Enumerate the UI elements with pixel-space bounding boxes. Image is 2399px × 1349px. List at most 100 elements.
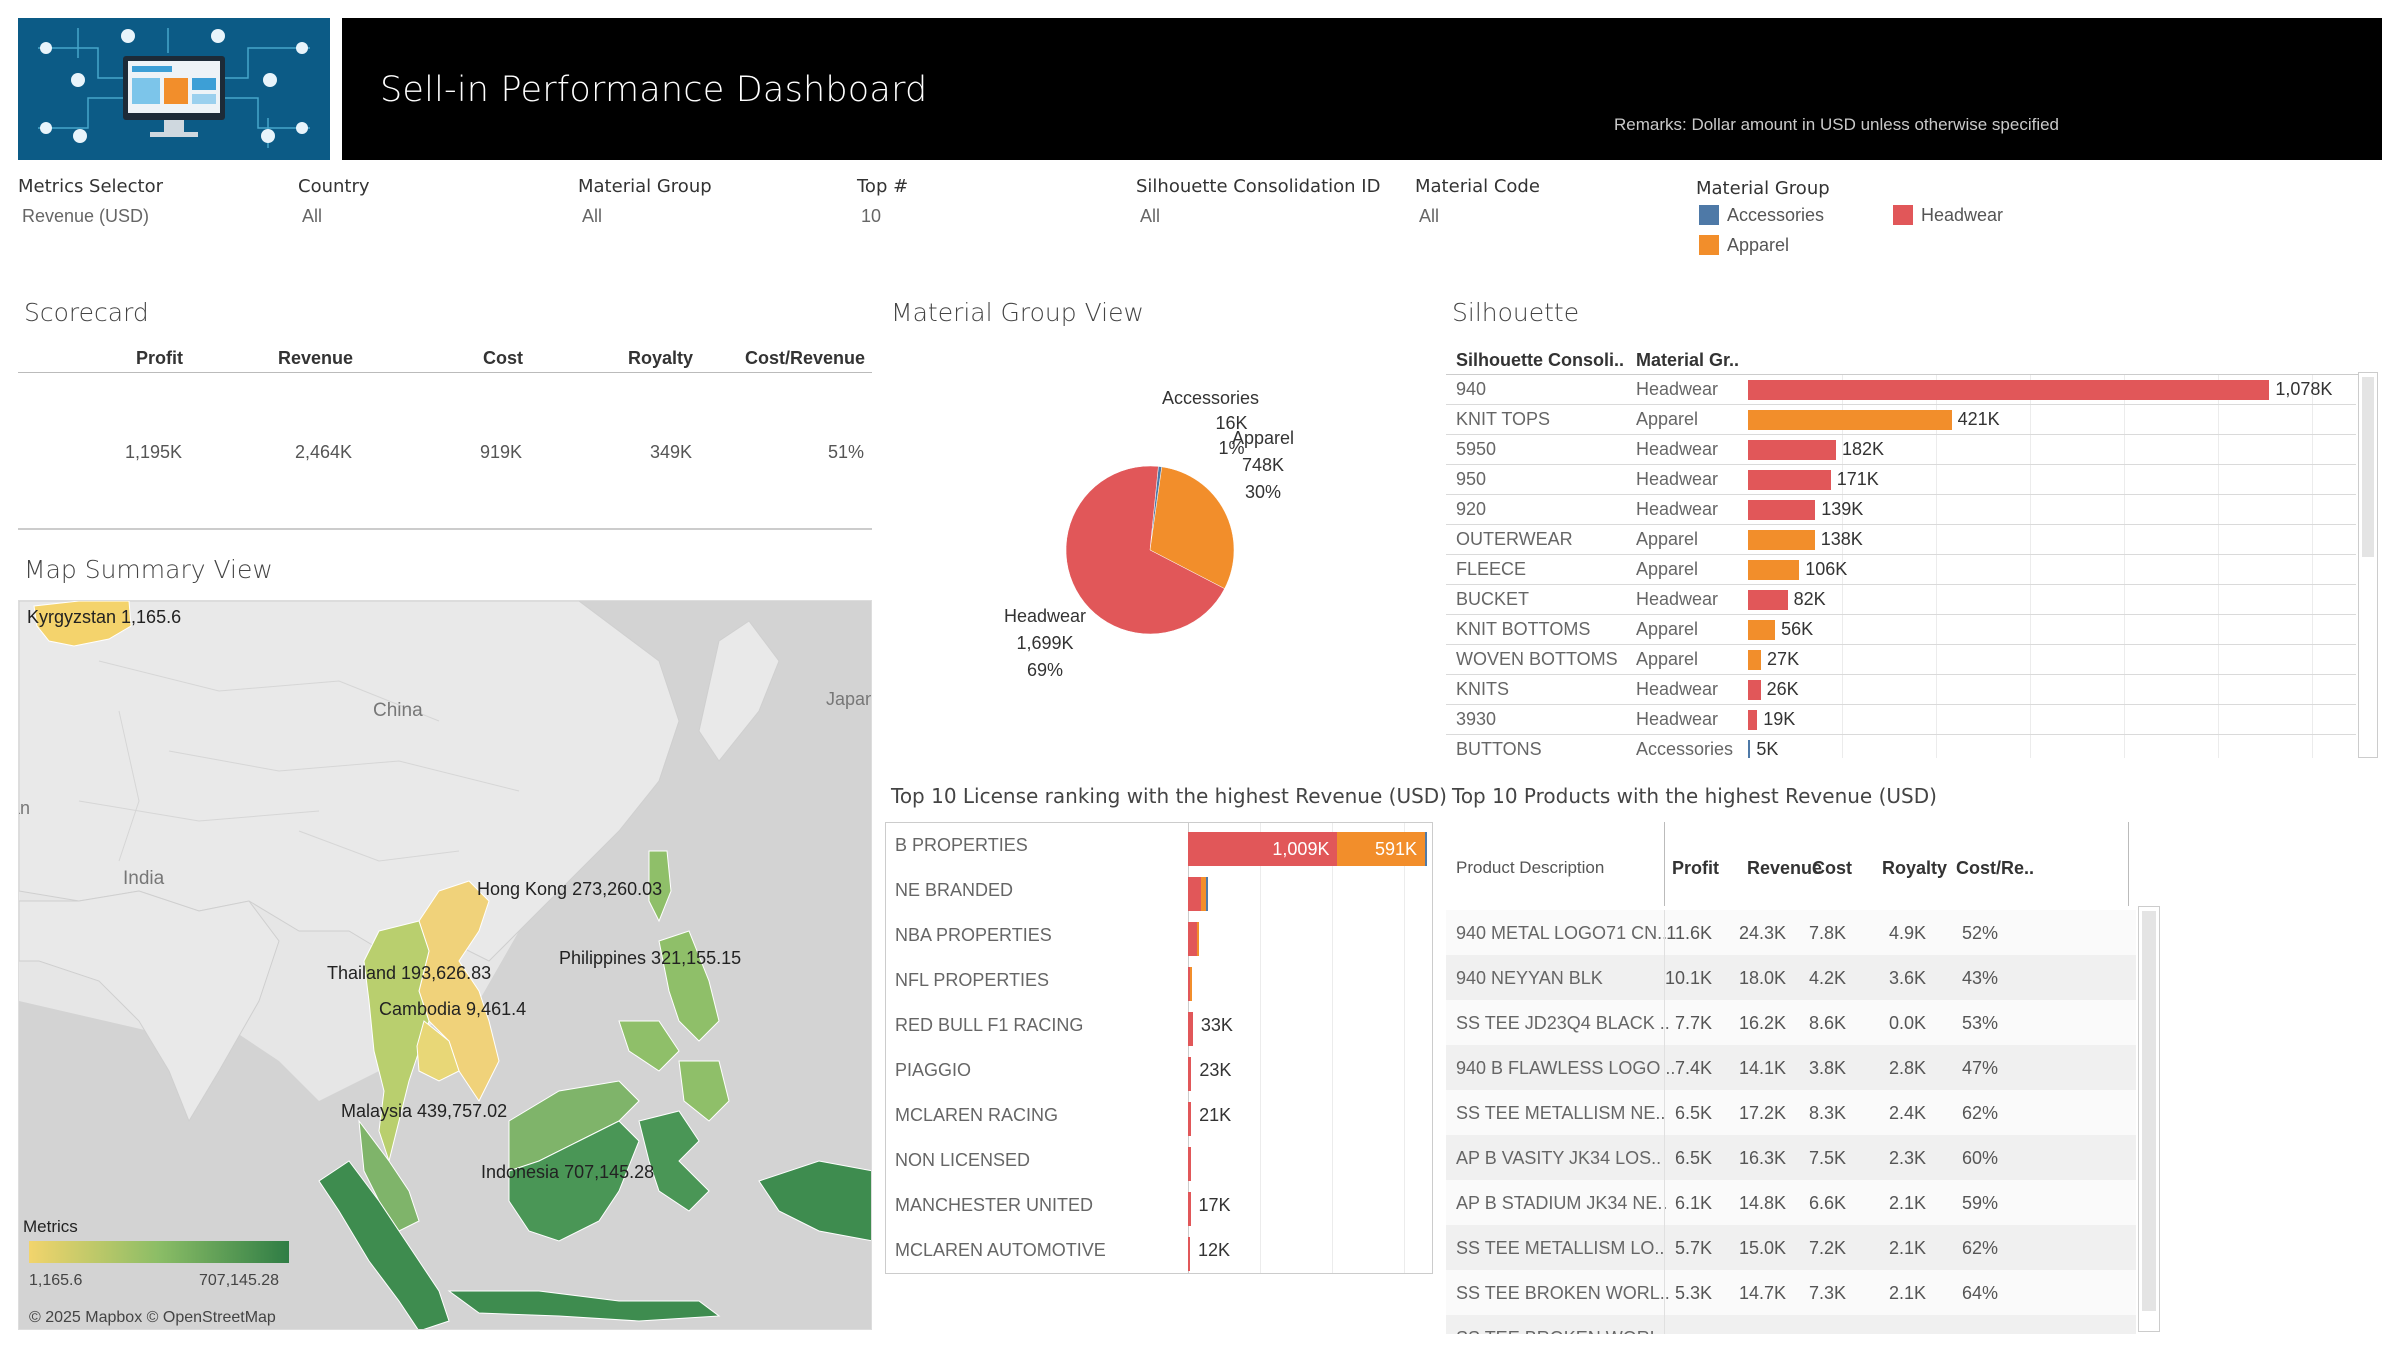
silhouette-bar[interactable] bbox=[1748, 500, 1816, 520]
filter-material-group[interactable]: Material Group All bbox=[578, 176, 848, 227]
silhouette-bar[interactable] bbox=[1748, 590, 1788, 610]
map-label-malaysia[interactable]: Malaysia 439,757.02 bbox=[341, 1101, 508, 1121]
products-row[interactable]: SS TEE METALLISM NE.. 6.5K 17.2K 8.3K 2.4K 62… bbox=[1446, 1090, 2136, 1135]
silhouette-bar[interactable] bbox=[1748, 650, 1762, 670]
map-label-indonesia[interactable]: Indonesia 707,145.28 bbox=[481, 1162, 655, 1182]
products-column-header[interactable]: Product Description bbox=[1456, 858, 1605, 877]
license-bar-headwear[interactable] bbox=[1188, 877, 1202, 911]
license-bar-apparel[interactable] bbox=[1201, 877, 1206, 911]
products-table[interactable]: Product Description Profit Revenue Cost Roya… bbox=[1446, 822, 2138, 1334]
material-group-pie[interactable] bbox=[1060, 460, 1240, 640]
filter-value[interactable]: All bbox=[302, 206, 323, 226]
silhouette-bar[interactable] bbox=[1748, 410, 1952, 430]
license-bar-apparel[interactable] bbox=[1196, 922, 1199, 956]
scrollbar-thumb[interactable] bbox=[2142, 911, 2156, 1311]
silhouette-bar[interactable] bbox=[1748, 680, 1761, 700]
silhouette-row[interactable]: 940 Headwear 1,078K bbox=[1446, 375, 2356, 405]
products-row[interactable]: SS TEE JD23Q4 BLACK .. 7.7K 16.2K 8.6K 0.0K 5… bbox=[1446, 1000, 2136, 1045]
license-bar-accessories[interactable] bbox=[1425, 832, 1428, 866]
map-attribution[interactable]: © 2025 Mapbox © OpenStreetMap bbox=[29, 1309, 276, 1326]
license-row[interactable]: NON LICENSED bbox=[886, 1138, 1431, 1183]
silhouette-row[interactable]: BUTTONS Accessories 5K bbox=[1446, 735, 2356, 758]
silhouette-row[interactable]: KNIT BOTTOMS Apparel 56K bbox=[1446, 615, 2356, 645]
pie-slice-apparel[interactable] bbox=[1149, 466, 1235, 589]
filter-value[interactable]: All bbox=[1419, 206, 1440, 226]
products-column-header[interactable]: Royalty bbox=[1882, 858, 1948, 878]
pie-chart[interactable] bbox=[1060, 460, 1240, 640]
pie-slice-headwear[interactable] bbox=[1065, 465, 1225, 635]
filter-value[interactable]: Revenue (USD) bbox=[22, 206, 150, 226]
silhouette-bar[interactable] bbox=[1748, 470, 1831, 490]
map-label-thailand[interactable]: Thailand 193,626.83 bbox=[327, 963, 492, 983]
silhouette-row[interactable]: 950 Headwear 171K bbox=[1446, 465, 2356, 495]
license-bar-apparel[interactable]: 591K bbox=[1337, 832, 1426, 866]
filter-country[interactable]: Country All bbox=[298, 176, 568, 227]
scrollbar-thumb[interactable] bbox=[2362, 377, 2374, 557]
silhouette-bar[interactable] bbox=[1748, 380, 2270, 400]
silhouette-bar[interactable] bbox=[1748, 440, 1837, 460]
products-column-header[interactable]: Profit bbox=[1672, 858, 1719, 878]
filter-value[interactable]: All bbox=[582, 206, 603, 226]
filter-metrics-selector[interactable]: Metrics Selector Revenue (USD) bbox=[18, 176, 288, 227]
products-row[interactable]: 940 NEYYAN BLK 10.1K 18.0K 4.2K 3.6K 43% bbox=[1446, 955, 2136, 1000]
silhouette-bar[interactable] bbox=[1748, 710, 1758, 730]
map-label-hong-kong[interactable]: Hong Kong 273,260.03 bbox=[477, 879, 663, 899]
products-row[interactable]: 940 B FLAWLESS LOGO .. 7.4K 14.1K 3.8K 2.8K 4… bbox=[1446, 1045, 2136, 1090]
map-label-kyrgyzstan[interactable]: Kyrgyzstan 1,165.6 bbox=[27, 607, 182, 627]
silhouette-row[interactable]: OUTERWEAR Apparel 138K bbox=[1446, 525, 2356, 555]
legend-item-accessories[interactable]: Accessories bbox=[1699, 205, 1824, 226]
silhouette-bar[interactable] bbox=[1748, 560, 1800, 580]
license-bar-headwear[interactable]: 1,009K bbox=[1188, 832, 1338, 866]
license-bar-headwear[interactable] bbox=[1188, 1102, 1192, 1136]
license-bar-headwear[interactable] bbox=[1188, 1012, 1193, 1046]
license-row[interactable]: MCLAREN AUTOMOTIVE 12K bbox=[886, 1228, 1431, 1273]
filter-material-code[interactable]: Material Code All bbox=[1415, 176, 1685, 227]
silhouette-row[interactable]: BUCKET Headwear 82K bbox=[1446, 585, 2356, 615]
filter-silhouette-consolidation-id[interactable]: Silhouette Consolidation ID All bbox=[1136, 176, 1406, 227]
map-canvas[interactable] bbox=[19, 601, 872, 1330]
legend-item-headwear[interactable]: Headwear bbox=[1893, 205, 2003, 226]
products-row[interactable]: SS TEE METALLISM LO.. 5.7K 15.0K 7.2K 2.1K 62… bbox=[1446, 1225, 2136, 1270]
silhouette-row[interactable]: KNIT TOPS Apparel 421K bbox=[1446, 405, 2356, 435]
silhouette-row[interactable]: 5950 Headwear 182K bbox=[1446, 435, 2356, 465]
license-row[interactable]: PIAGGIO 23K bbox=[886, 1048, 1431, 1093]
products-row[interactable]: AP B VASITY JK34 LOS.. 6.5K 16.3K 7.5K 2.3K 6… bbox=[1446, 1135, 2136, 1180]
license-bar-headwear[interactable] bbox=[1188, 1147, 1191, 1181]
products-row[interactable]: 940 METAL LOGO71 CN.. 11.6K 24.3K 7.8K 4.9K 5… bbox=[1446, 910, 2136, 955]
products-row[interactable]: SS TEE BROKEN WORL.. bbox=[1446, 1315, 2136, 1334]
filter-top-number[interactable]: Top # 10 bbox=[857, 176, 1127, 227]
silhouette-row[interactable]: 920 Headwear 139K bbox=[1446, 495, 2356, 525]
license-row[interactable]: B PROPERTIES 1,009K 591K bbox=[886, 823, 1431, 868]
silhouette-scrollbar[interactable] bbox=[2358, 372, 2378, 758]
map-summary-view[interactable]: China India Japan Pakistan Kyrgyzstan 1,… bbox=[18, 600, 872, 1330]
license-bar-headwear[interactable] bbox=[1188, 1057, 1192, 1091]
filter-value[interactable]: All bbox=[1140, 206, 1161, 226]
products-scrollbar[interactable] bbox=[2138, 906, 2160, 1332]
silhouette-bar[interactable] bbox=[1748, 530, 1815, 550]
license-row[interactable]: NFL PROPERTIES bbox=[886, 958, 1431, 1003]
license-row[interactable]: NBA PROPERTIES bbox=[886, 913, 1431, 958]
legend-item-apparel[interactable]: Apparel bbox=[1699, 235, 1789, 256]
map-label-philippines[interactable]: Philippines 321,155.15 bbox=[559, 948, 742, 968]
silhouette-row[interactable]: FLEECE Apparel 106K bbox=[1446, 555, 2356, 585]
silhouette-bar-table[interactable]: 940 Headwear 1,078K KNIT TOPS Apparel 421K 595… bbox=[1446, 374, 2358, 758]
license-bar-headwear[interactable] bbox=[1188, 1192, 1191, 1226]
silhouette-row[interactable]: WOVEN BOTTOMS Apparel 27K bbox=[1446, 645, 2356, 675]
products-row[interactable]: AP B STADIUM JK34 NE.. 6.1K 14.8K 6.6K 2.1K 5… bbox=[1446, 1180, 2136, 1225]
silhouette-bar[interactable] bbox=[1748, 740, 1751, 758]
license-ranking-chart[interactable]: B PROPERTIES 1,009K 591K NE BRANDED NBA PROP… bbox=[885, 822, 1433, 1274]
license-row[interactable]: RED BULL F1 RACING 33K bbox=[886, 1003, 1431, 1048]
license-row[interactable]: NE BRANDED bbox=[886, 868, 1431, 913]
products-column-header[interactable]: Cost bbox=[1812, 858, 1852, 878]
products-column-header[interactable]: Revenue bbox=[1747, 858, 1823, 878]
products-column-header[interactable]: Cost/Re.. bbox=[1956, 858, 2035, 878]
license-bar-accessories[interactable] bbox=[1205, 877, 1208, 911]
license-bar-headwear[interactable] bbox=[1188, 1237, 1190, 1271]
license-row[interactable]: MANCHESTER UNITED 17K bbox=[886, 1183, 1431, 1228]
silhouette-bar[interactable] bbox=[1748, 620, 1776, 640]
filter-value[interactable]: 10 bbox=[861, 206, 882, 226]
license-bar-headwear[interactable] bbox=[1188, 922, 1197, 956]
license-row[interactable]: MCLAREN RACING 21K bbox=[886, 1093, 1431, 1138]
license-bar-apparel[interactable] bbox=[1190, 967, 1192, 1001]
map-label-cambodia[interactable]: Cambodia 9,461.4 bbox=[379, 999, 527, 1019]
